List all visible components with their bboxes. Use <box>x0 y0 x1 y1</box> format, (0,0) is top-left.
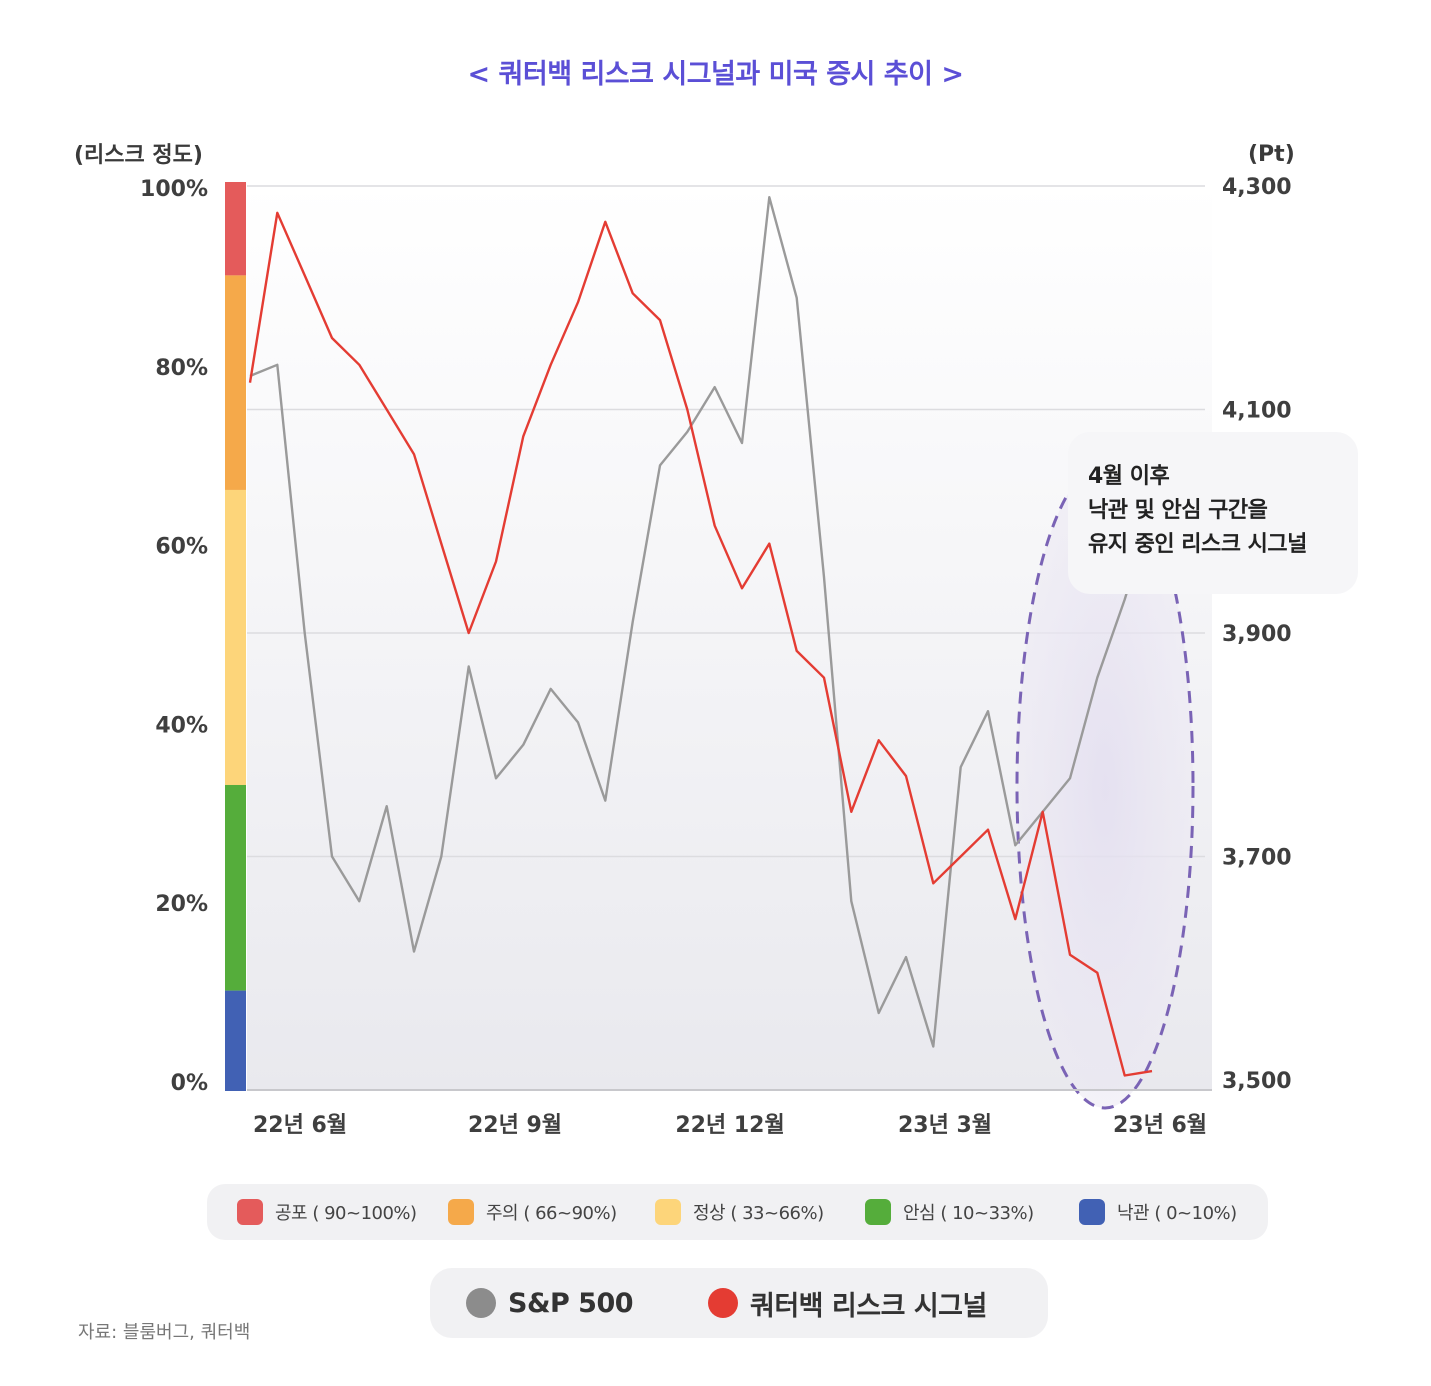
x-tick-label: 22년 9월 <box>468 1113 562 1138</box>
zone-swatch <box>1079 1199 1105 1225</box>
annotation-box <box>1068 432 1358 594</box>
x-tick-label: 22년 6월 <box>253 1113 347 1138</box>
zone-label: 안심 ( 10~33%) <box>903 1203 1034 1224</box>
left-tick-label: 0% <box>171 1071 208 1096</box>
zone-label: 낙관 ( 0~10%) <box>1117 1203 1237 1224</box>
right-tick-label: 4,300 <box>1222 175 1292 200</box>
left-tick-label: 100% <box>140 177 208 202</box>
x-tick-label: 23년 6월 <box>1113 1113 1207 1138</box>
annotation-line: 4월 이후 <box>1088 464 1170 489</box>
zone-swatch <box>448 1199 474 1225</box>
series-label: S&P 500 <box>508 1287 634 1319</box>
annotation-text: 4월 이후 낙관 및 안심 구간을 유지 중인 리스크 시그널 <box>1088 460 1307 562</box>
right-tick-label: 3,500 <box>1222 1069 1292 1094</box>
series-label: 쿼터백 리스크 시그널 <box>750 1290 987 1322</box>
risk-zone-band <box>225 990 246 1091</box>
zone-swatch <box>655 1199 681 1225</box>
left-tick-label: 20% <box>155 892 208 917</box>
zone-legend-item: 안심 ( 10~33%) <box>865 1184 1034 1240</box>
series-legend-item: S&P 500 <box>466 1268 634 1338</box>
chart-title: < 쿼터백 리스크 시그널과 미국 증시 추이 > <box>467 59 965 90</box>
left-tick-label: 40% <box>155 713 208 738</box>
risk-zone-band <box>225 182 246 276</box>
zone-label: 정상 ( 33~66%) <box>693 1203 824 1224</box>
right-tick-label: 3,700 <box>1222 846 1292 871</box>
zone-legend-item: 낙관 ( 0~10%) <box>1079 1184 1237 1240</box>
sp500-line <box>249 195 1154 1048</box>
left-tick-label: 80% <box>155 356 208 381</box>
source-note: 자료: 블룸버그, 쿼터백 <box>78 1322 251 1343</box>
series-legend: S&P 500 쿼터백 리스크 시그널 <box>430 1268 1048 1338</box>
left-axis-title: (리스크 정도) <box>74 143 203 168</box>
zone-swatch <box>237 1199 263 1225</box>
risk-signal-line <box>248 211 1153 1077</box>
risk-zone-band <box>225 275 246 490</box>
x-tick-label: 23년 3월 <box>898 1113 992 1138</box>
zone-swatch <box>865 1199 891 1225</box>
series-dot-icon <box>708 1288 738 1318</box>
right-tick-label: 3,900 <box>1222 622 1292 647</box>
zone-legend-item: 공포 ( 90~100%) <box>237 1184 417 1240</box>
right-axis-title: (Pt) <box>1248 142 1295 167</box>
left-tick-label: 60% <box>155 535 208 560</box>
risk-zone-band <box>225 784 246 991</box>
risk-zone-band <box>225 489 246 785</box>
zone-legend: 공포 ( 90~100%) 주의 ( 66~90%) 정상 ( 33~66%) … <box>207 1184 1268 1240</box>
zone-legend-item: 주의 ( 66~90%) <box>448 1184 617 1240</box>
zone-label: 주의 ( 66~90%) <box>486 1203 617 1224</box>
annotation-line: 낙관 및 안심 구간을 <box>1088 498 1268 523</box>
x-tick-label: 22년 12월 <box>675 1113 784 1138</box>
series-dot-icon <box>466 1288 496 1318</box>
series-legend-item: 쿼터백 리스크 시그널 <box>708 1268 987 1338</box>
zone-label: 공포 ( 90~100%) <box>275 1203 417 1224</box>
right-tick-label: 4,100 <box>1222 399 1292 424</box>
annotation-line: 유지 중인 리스크 시그널 <box>1088 532 1307 557</box>
zone-legend-item: 정상 ( 33~66%) <box>655 1184 824 1240</box>
